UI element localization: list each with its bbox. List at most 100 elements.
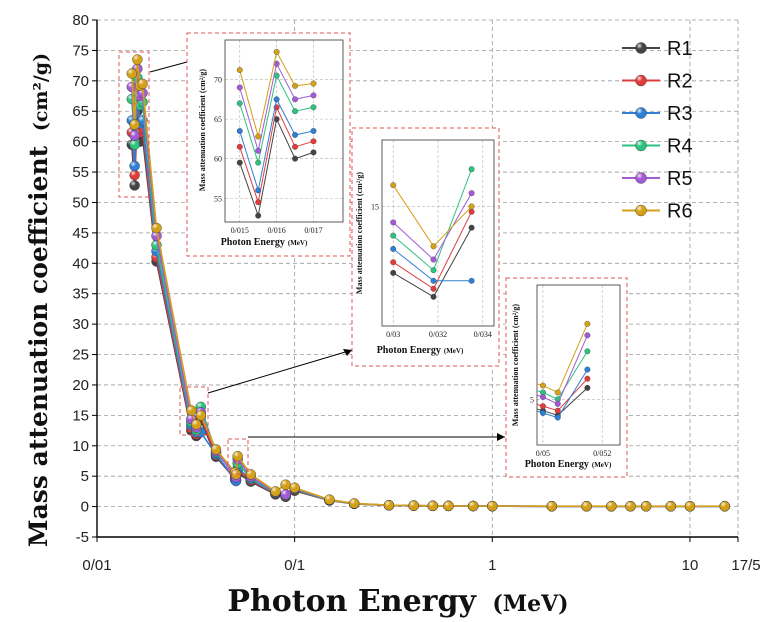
legend-marker-shine [635,205,647,216]
inset-data-point [273,96,280,103]
inset-data-point [554,407,561,414]
inset-data-point [244,307,250,313]
inset-x-axis-title-unit: (MeV) [592,461,612,469]
inset-plot-frame [536,284,621,446]
inset-data-point [244,296,250,302]
inset-y-axis-title: Mass attenuation coefficient (cm²/g) [198,69,207,191]
inset-data-point [244,314,250,320]
data-point-shine [280,489,291,500]
data-point-shine [132,54,143,65]
inset-x-tick-label: 0/05 [536,449,550,458]
legend-item-r5: R5 [622,168,693,190]
zoom-arrow [207,349,353,394]
legend-label: R4 [667,136,693,158]
y-tick-label: 5 [81,468,89,485]
inset-1: 0/015 0/016 0/017 55 60 65 70 Photon Energy (MeV… [186,32,351,257]
data-point-shine [129,160,140,171]
x-tick-label: 1 [488,557,496,574]
inset-data-point [468,224,475,231]
inset-x-tick-label: 0/03 [386,330,400,339]
inset-series [244,296,591,421]
y-tick-label: 0 [81,499,89,516]
legend: R1 R2 R3 R4 R5 R6 [622,38,693,223]
inset-data-point [390,245,397,252]
inset-data-point [468,277,475,284]
zoom-region-marker [179,386,209,436]
data-point-shine [383,500,394,511]
data-point-shine [195,410,206,421]
x-tick-label: 10 [682,557,699,574]
main-series [126,54,730,512]
legend-marker-shine [635,172,647,184]
inset-data-point [310,80,317,87]
series-r6 [126,54,730,512]
legend-item-r3: R3 [622,103,693,125]
y-tick-label: 10 [72,438,89,455]
data-point-shine [129,170,140,181]
inset-x-axis-title-text: Photon Energy [525,459,589,470]
inset-series [236,48,317,219]
inset-data-point [584,384,591,391]
inset-data-point [236,143,243,150]
x-axis-title: Photon Energy (MeV) [227,584,568,619]
data-point-shine [349,498,360,509]
y-tick-label: 15 [72,407,89,424]
inset-x-tick-label: 0/034 [474,330,492,339]
y-tick-label: 80 [72,12,89,29]
inset-data-point [255,147,262,154]
inset-data-point [430,293,437,300]
inset-data-point [255,199,262,206]
inset-x-tick-label: 0/017 [304,226,322,235]
inset-data-point [236,100,243,107]
data-point-shine [684,501,695,512]
inset-plot-frame [381,139,495,327]
legend-marker-shine [635,75,647,86]
data-point-shine [151,223,162,234]
inset-data-point [468,208,475,215]
y-axis-title: Mass attenuation coefficient (cm²/g) [24,53,53,547]
inset-data-point [468,203,475,210]
data-point-shine [443,500,454,511]
inset-data-point [310,92,317,99]
inset-data-point [255,159,262,166]
inset-y-tick-label: 70 [214,76,222,85]
inset-x-tick-label: 0/015 [231,226,249,235]
legend-item-r1: R1 [622,38,693,60]
inset-data-point [255,133,262,140]
inset-y-tick-label: 5 [530,395,534,404]
inset-data-point [539,382,546,389]
inset-x-tick-label: 0/032 [429,330,447,339]
inset-data-point [430,267,437,274]
legend-label: R1 [667,38,693,60]
inset-data-point [539,403,546,410]
data-point-shine [210,444,221,455]
data-point-shine [129,130,140,141]
inset-data-point [539,410,546,416]
inset-x-axis-title: Photon Energy (MeV) [221,237,308,248]
inset-data-point [310,104,317,111]
legend-item-r4: R4 [622,136,693,158]
inset-data-point [554,400,561,407]
inset-data-point [584,375,591,382]
inset-x-axis-title: Photon Energy (MeV) [377,345,464,356]
inset-data-point [292,155,299,162]
inset-x-axis-title-text: Photon Energy [221,237,285,248]
y-tick-label: 45 [72,225,89,242]
inset-data-point [584,348,591,355]
data-point-shine [546,501,557,512]
x-tick-label: 0/1 [284,557,305,574]
data-point-shine [487,501,498,512]
inset-data-point [390,259,397,266]
y-tick-label: 70 [72,73,89,90]
data-point-shine [129,139,140,150]
y-tick-label: 50 [72,194,89,211]
data-point-shine [641,501,652,512]
inset-data-point [310,149,317,156]
inset-data-point [244,303,250,309]
y-tick-label: 55 [72,164,89,181]
inset-data-point [468,190,475,197]
inset-data-point [236,67,243,74]
inset-series-line [537,387,588,416]
inset-data-point [430,256,437,263]
legend-marker-shine [635,140,647,151]
